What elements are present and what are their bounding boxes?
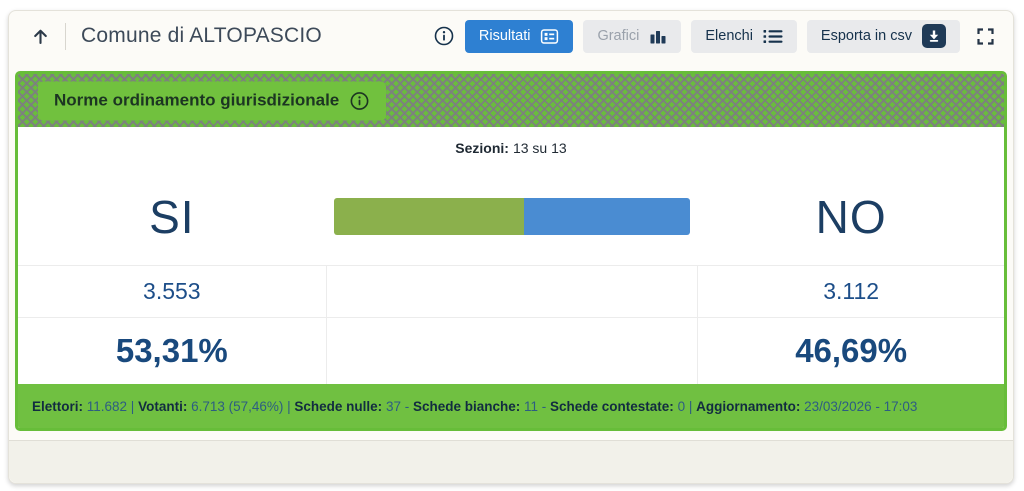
question-label: Norme ordinamento giurisdizionale [38,81,387,120]
answers-row: SI NO [18,168,1004,265]
question-info-icon[interactable] [349,90,370,111]
no-percent: 46,69% [795,332,908,369]
results-card: Comune di ALTOPASCIO Risultati [8,10,1014,484]
fullscreen-button[interactable] [974,25,997,48]
si-no-stacked-bar [333,198,690,235]
votes-row: 3.553 3.112 [18,265,1004,317]
panel-hatched-header: Norme ordinamento giurisdizionale [18,74,1004,127]
no-bar-segment [523,198,690,235]
bar-chart-icon [649,28,667,45]
no-label: NO [815,190,887,243]
card-footer-strip [9,440,1013,483]
sezioni-row: Sezioni: 13 su 13 [18,127,1004,168]
results-list-icon [540,27,559,46]
referendum-panel: Norme ordinamento giurisdizionale Sezion… [15,71,1007,431]
list-icon [763,29,783,44]
fullscreen-icon [976,27,995,46]
tab-risultati-label: Risultati [478,28,531,44]
tab-grafici-label: Grafici [597,28,640,44]
si-votes: 3.553 [143,278,201,304]
no-votes: 3.112 [823,278,880,304]
export-csv-label: Esporta in csv [820,28,912,44]
tab-grafici[interactable]: Grafici [583,19,682,53]
tab-risultati[interactable]: Risultati [464,19,574,53]
page-title: Comune di ALTOPASCIO [81,24,322,47]
back-up-button[interactable] [29,25,52,48]
arrow-up-icon [31,27,50,46]
header-divider [65,22,66,50]
card-header: Comune di ALTOPASCIO Risultati [9,11,1013,61]
tab-elenchi-label: Elenchi [705,28,753,44]
si-bar-segment [333,198,524,235]
sezioni-value: 13 su 13 [512,139,567,156]
percent-row: 53,31% 46,69% [18,317,1004,384]
info-icon[interactable] [433,25,455,47]
si-percent: 53,31% [115,332,228,369]
question-title: Norme ordinamento giurisdizionale [54,90,340,110]
download-icon [922,24,946,48]
tab-elenchi[interactable]: Elenchi [691,19,797,53]
header-toolbar: Risultati Grafici [433,19,997,53]
turnout-summary: Elettori: 11.682 | Votanti: 6.713 (57,46… [18,384,1004,428]
si-label: SI [149,190,195,243]
sezioni-label: Sezioni: [455,139,509,156]
summary-text: Elettori: 11.682 | Votanti: 6.713 (57,46… [32,398,918,414]
export-csv-button[interactable]: Esporta in csv [806,19,960,53]
